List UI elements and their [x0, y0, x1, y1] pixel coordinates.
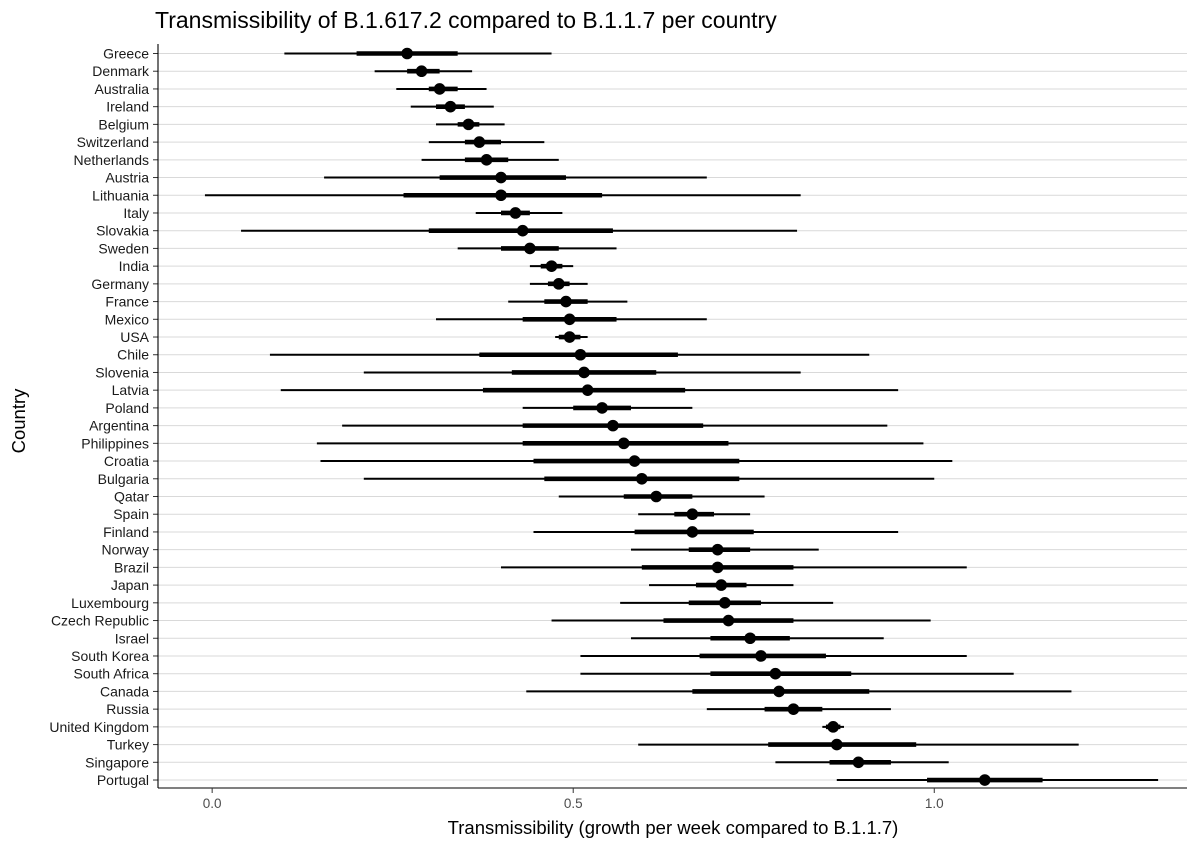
y-tick-label: Belgium	[98, 116, 149, 132]
y-tick-label: Netherlands	[74, 152, 150, 168]
y-tick-label: Portugal	[97, 772, 149, 788]
y-tick-label: Denmark	[92, 63, 150, 79]
point-estimate	[755, 650, 767, 662]
x-tick-label: 0.5	[564, 796, 583, 811]
y-tick-label: Luxembourg	[71, 595, 149, 611]
y-tick-label: Bulgaria	[98, 471, 150, 487]
y-tick-label: Ireland	[106, 99, 149, 115]
point-estimate	[715, 579, 728, 591]
point-estimate	[574, 348, 587, 361]
point-estimate	[462, 118, 475, 131]
y-tick-label: Brazil	[114, 559, 149, 575]
y-tick-label: Germany	[91, 276, 149, 292]
point-estimate	[563, 313, 576, 326]
y-tick-label: Qatar	[114, 489, 149, 505]
y-tick-label: Turkey	[107, 737, 149, 753]
point-estimate	[552, 278, 565, 290]
point-estimate	[480, 154, 493, 166]
y-tick-label: Czech Republic	[51, 613, 149, 629]
y-tick-label: Japan	[111, 577, 149, 593]
y-tick-label: Chile	[117, 347, 149, 363]
point-estimate	[495, 171, 507, 184]
point-estimate	[711, 561, 724, 574]
x-tick-label: 1.0	[925, 796, 944, 811]
y-tick-label: Singapore	[85, 754, 149, 770]
point-estimate	[686, 526, 699, 538]
point-estimate	[524, 242, 536, 255]
point-estimate	[596, 402, 608, 414]
point-estimate	[769, 667, 782, 680]
y-tick-label: Lithuania	[92, 187, 149, 203]
y-tick-label: Sweden	[98, 240, 149, 256]
point-estimate	[509, 207, 522, 219]
point-estimate	[628, 455, 641, 467]
point-estimate	[415, 65, 428, 78]
y-tick-label: Finland	[103, 524, 149, 540]
point-estimate	[711, 543, 724, 556]
data-marks	[204, 47, 1159, 786]
y-tick-label: Philippines	[81, 435, 149, 451]
y-tick-label: United Kingdom	[49, 719, 149, 735]
point-estimate	[495, 189, 507, 202]
y-tick-label: Israel	[115, 630, 149, 646]
point-estimate	[433, 83, 446, 95]
point-estimate	[719, 597, 731, 609]
x-tick-labels: 0.0 0.5 1.0	[203, 788, 944, 811]
y-tick-label: France	[105, 294, 149, 310]
y-tick-label: Spain	[113, 506, 149, 522]
point-estimate	[686, 508, 699, 521]
point-estimate	[578, 366, 590, 379]
y-tick-label: Slovenia	[95, 364, 149, 380]
y-tick-label: Italy	[123, 205, 149, 221]
y-tick-label: Greece	[103, 46, 149, 62]
y-tick-label: India	[119, 258, 150, 274]
point-estimate	[545, 260, 558, 272]
y-tick-label: Croatia	[104, 453, 149, 469]
y-tick-label: Latvia	[112, 382, 150, 398]
point-estimate	[401, 47, 413, 60]
point-estimate	[979, 774, 991, 786]
point-estimate	[560, 295, 572, 308]
y-tick-label: Norway	[102, 542, 149, 558]
y-tick-label: Poland	[105, 400, 149, 416]
point-estimate	[827, 721, 839, 733]
y-tick-label: South Korea	[71, 648, 149, 664]
y-tick-label: Argentina	[89, 418, 149, 434]
y-tick-label: Slovakia	[96, 223, 149, 239]
y-axis-title: Country	[8, 388, 29, 454]
y-tick-label: South Africa	[74, 666, 150, 682]
point-estimate	[607, 419, 619, 432]
y-tick-label: Canada	[100, 683, 149, 699]
point-estimate	[581, 384, 594, 396]
point-estimate	[636, 472, 648, 485]
point-estimate	[444, 100, 457, 113]
chart-title: Transmissibility of B.1.617.2 compared t…	[155, 7, 777, 33]
point-estimate	[744, 632, 756, 645]
x-axis-title: Transmissibility (growth per week compar…	[448, 817, 899, 838]
point-estimate	[787, 703, 800, 715]
grid-lines	[158, 53, 1187, 781]
point-estimate	[650, 490, 663, 503]
y-tick-label: Australia	[95, 81, 150, 97]
y-tick-label: Mexico	[105, 311, 150, 327]
point-estimate	[516, 224, 529, 237]
y-tick-label: Russia	[106, 701, 149, 717]
point-estimate	[830, 738, 843, 751]
y-tick-label: Switzerland	[77, 134, 149, 150]
point-estimate	[722, 614, 735, 627]
point-estimate	[773, 685, 785, 698]
x-tick-label: 0.0	[203, 796, 222, 811]
point-estimate	[473, 136, 486, 148]
point-estimate	[852, 756, 865, 769]
y-tick-label: USA	[120, 329, 149, 345]
point-estimate	[617, 437, 630, 450]
y-tick-label: Austria	[105, 170, 149, 186]
point-estimate	[563, 331, 576, 343]
